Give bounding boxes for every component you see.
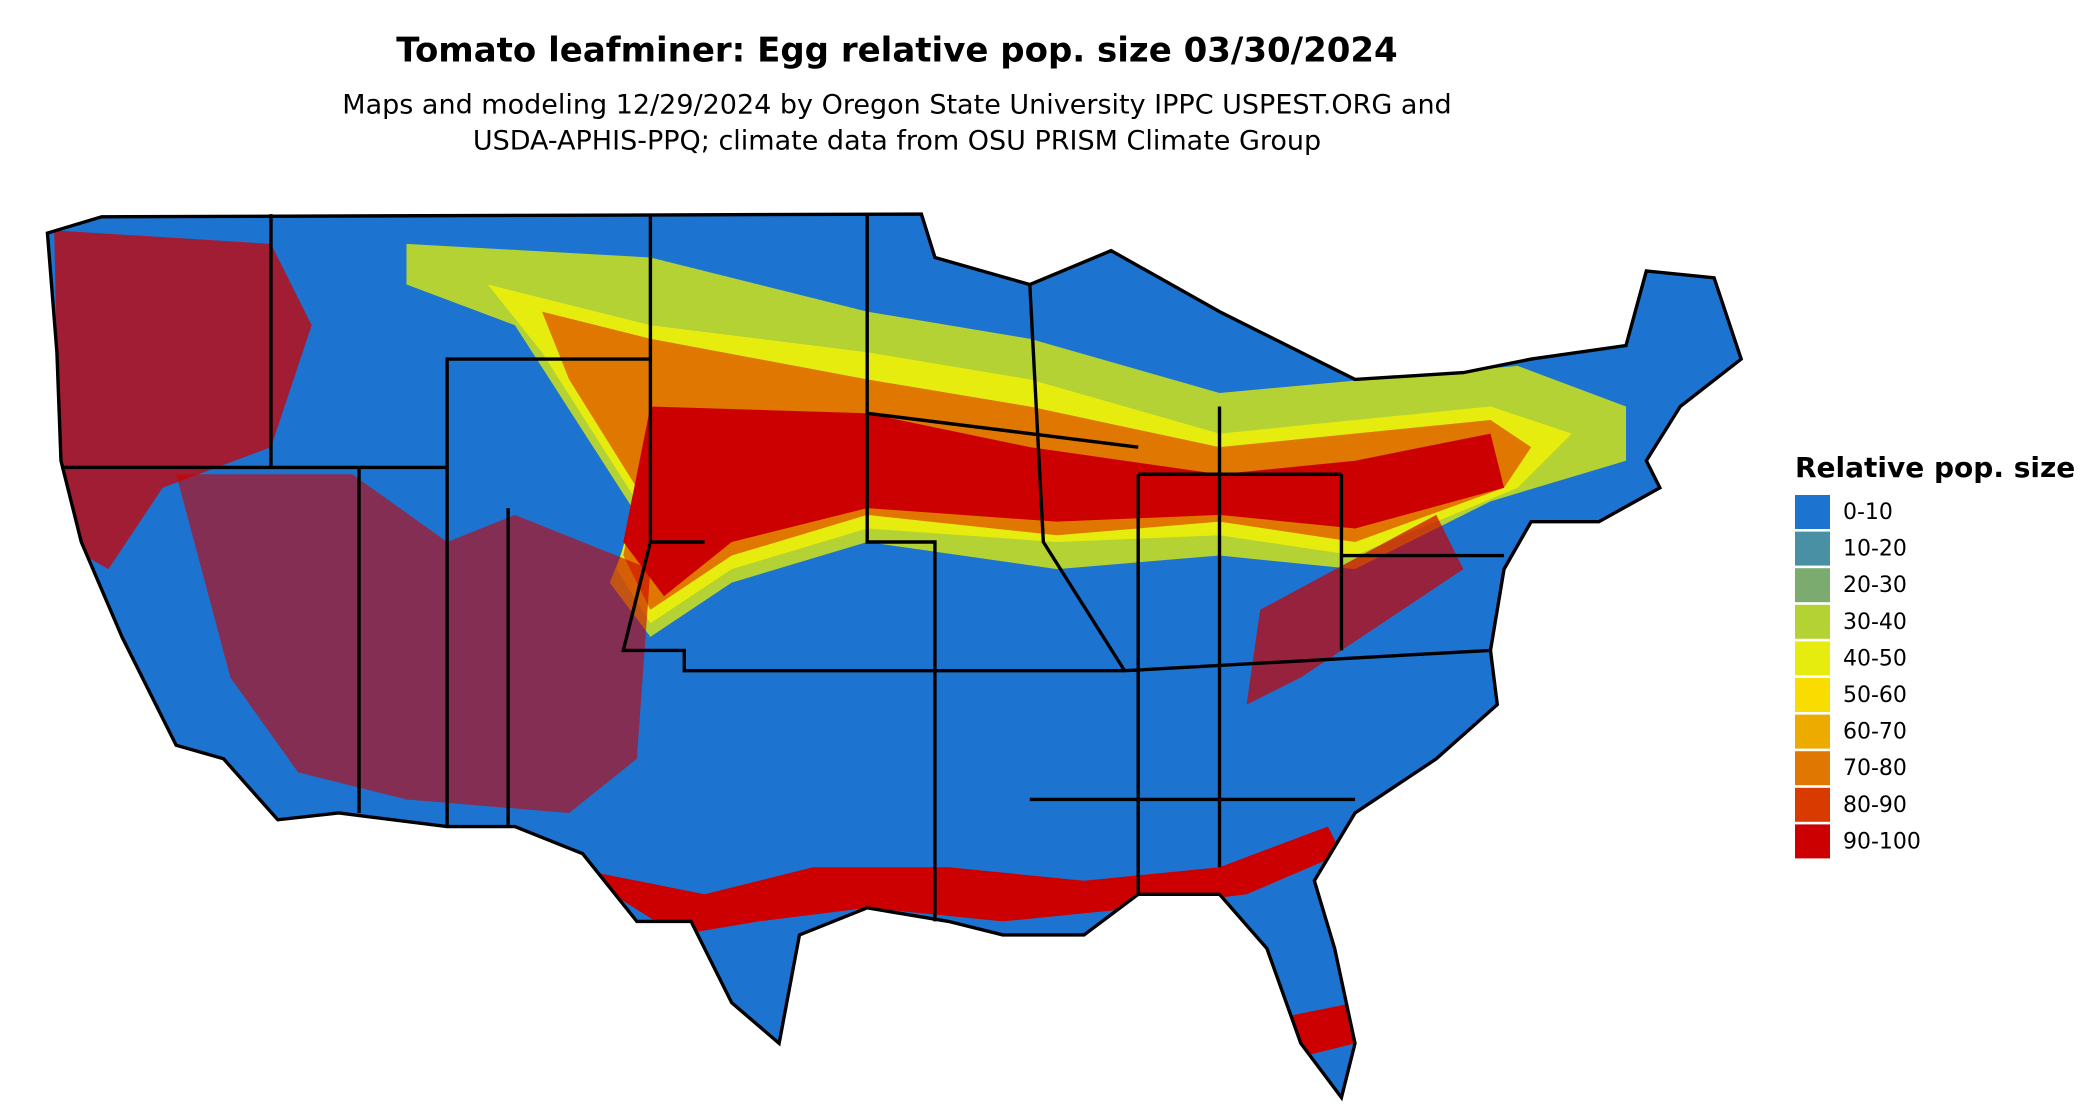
legend-swatch xyxy=(1795,714,1830,749)
legend-swatch xyxy=(1795,531,1830,566)
legend-label: 10-20 xyxy=(1843,537,1907,562)
legend: 0-10 10-20 20-30 30-40 40-50 50-60 60-70 70-80 8… xyxy=(1795,495,1921,859)
legend-label: 20-30 xyxy=(1843,573,1907,598)
legend-swatch xyxy=(1795,787,1830,822)
legend-swatch xyxy=(1795,641,1830,676)
legend-label: 60-70 xyxy=(1843,720,1907,745)
legend-swatch xyxy=(1795,568,1830,603)
legend-label: 50-60 xyxy=(1843,683,1907,708)
us-map xyxy=(45,212,1743,1100)
legend-swatch xyxy=(1795,824,1830,859)
legend-label: 0-10 xyxy=(1843,500,1893,525)
map-title: Tomato leafminer: Egg relative pop. size… xyxy=(396,31,1397,71)
map-subtitle: Maps and modeling 12/29/2024 by Oregon S… xyxy=(342,90,1451,121)
legend-swatch xyxy=(1795,678,1830,712)
legend-swatch xyxy=(1795,751,1830,786)
legend-label: 90-100 xyxy=(1843,829,1921,854)
legend-swatch xyxy=(1795,495,1830,529)
legend-label: 40-50 xyxy=(1843,646,1907,671)
legend-swatch xyxy=(1795,604,1830,639)
legend-label: 80-90 xyxy=(1843,793,1907,818)
legend-label: 30-40 xyxy=(1843,610,1907,635)
legend-title: Relative pop. size xyxy=(1795,451,2075,484)
legend-label: 70-80 xyxy=(1843,756,1907,781)
map-subtitle: USDA-APHIS-PPQ; climate data from OSU PR… xyxy=(473,126,1321,157)
